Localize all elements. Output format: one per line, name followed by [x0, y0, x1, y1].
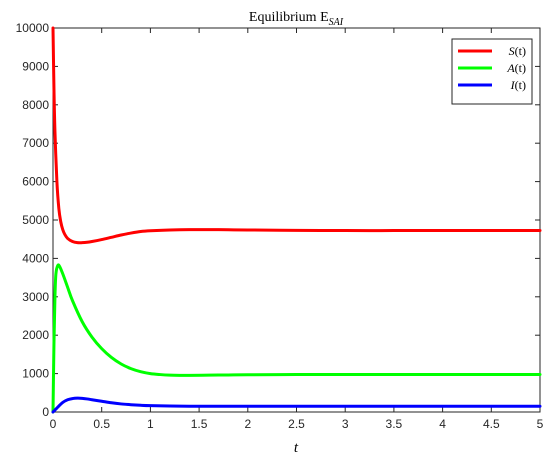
series-line-a [51, 263, 542, 414]
legend: S(t) A(t) I(t) [451, 38, 533, 105]
y-tick-label: 2000 [22, 328, 49, 342]
x-tick-label: 3.5 [386, 417, 403, 431]
legend-label-i: I(t) [510, 78, 526, 92]
x-tick-label: 5 [537, 417, 544, 431]
y-tick-label: 10000 [16, 21, 50, 35]
legend-label-s: S(t) [509, 44, 526, 58]
chart-title-main: Equilibrium E [249, 10, 329, 25]
chart-title: Equilibrium ESAI [249, 10, 344, 28]
y-tick-label: 0 [42, 405, 49, 419]
y-tick-label: 6000 [22, 175, 49, 189]
x-tick-label: 2.5 [288, 417, 305, 431]
x-tick-label: 2 [244, 417, 251, 431]
x-tick-label: 3 [342, 417, 349, 431]
x-tick-label: 4.5 [483, 417, 500, 431]
y-tick-label: 9000 [22, 59, 49, 73]
x-tick-label: 4 [439, 417, 446, 431]
y-tick-label: 4000 [22, 251, 49, 265]
x-tick-label: 0 [50, 417, 57, 431]
y-tick-label: 1000 [22, 367, 49, 381]
series-line-i [51, 396, 542, 414]
series-line-s [51, 26, 542, 245]
x-tick-label: 1 [147, 417, 154, 431]
x-tick-label: 0.5 [93, 417, 110, 431]
x-tick-label: 1.5 [191, 417, 208, 431]
legend-label-a: A(t) [506, 61, 526, 75]
x-axis-label: t [294, 440, 299, 456]
y-tick-label: 7000 [22, 136, 49, 150]
y-tick-label: 5000 [22, 213, 49, 227]
y-tick-label: 3000 [22, 290, 49, 304]
y-tick-label: 8000 [22, 98, 49, 112]
chart-title-subscript: SAI [329, 17, 344, 28]
